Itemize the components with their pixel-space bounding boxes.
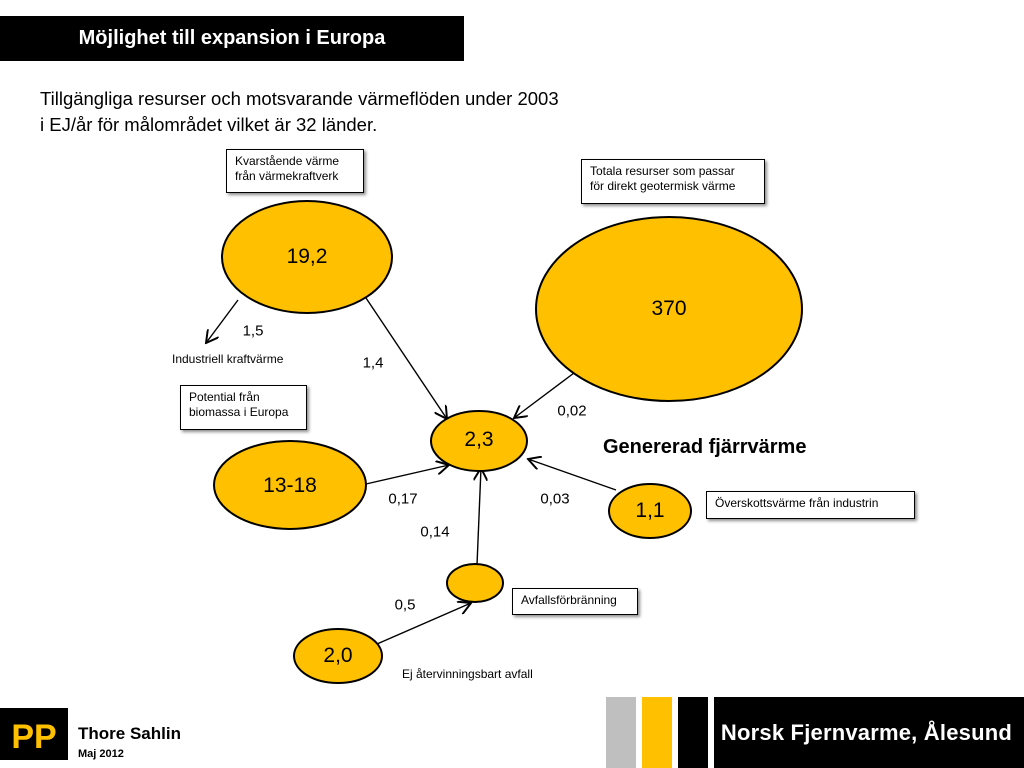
box-biomass-description: Potential från biomassa i Europa: [180, 385, 307, 430]
presentation-date: Maj 2012: [78, 748, 124, 760]
slide-subtitle: Tillgängliga resurser och motsvarande vä…: [40, 86, 660, 138]
node-chp-value: 19,2: [286, 245, 328, 268]
box-chp-line-1: Kvarstående värme: [235, 154, 340, 168]
subtitle-line-2: i EJ/år för målområdet vilket är 32 länd…: [40, 114, 378, 135]
node-nonrecyclable-value: 2,0: [323, 644, 353, 667]
node-biomass: [213, 440, 367, 530]
node-biomass-value: 13-18: [263, 474, 317, 497]
logo-mark: PP: [11, 718, 56, 756]
label-non-recyclable: Ej återvinningsbart avfall: [402, 667, 533, 681]
box-industry-description: Överskottsvärme från industrin: [706, 491, 915, 519]
subtitle-line-1: Tillgängliga resurser och motsvarande vä…: [40, 88, 559, 109]
arrow-waste-to-center: [477, 468, 481, 566]
node-chp: [221, 200, 393, 314]
flow-biomass-to-center: 0,17: [388, 490, 418, 508]
label-industrial-chp: Industriell kraftvärme: [172, 352, 284, 366]
footer-stripe-gray: [606, 697, 636, 768]
box-geothermal-description: Totala resurser som passar för direkt ge…: [581, 159, 765, 204]
footer-stripe-yellow: [642, 697, 672, 768]
flow-chp-to-industrial: 1,5: [242, 322, 264, 340]
arrow-geothermal-to-center: [514, 372, 575, 418]
arrow-biomass-to-center: [365, 465, 449, 485]
box-waste-description: Avfallsförbränning: [512, 588, 638, 615]
node-center-value: 2,3: [464, 428, 494, 451]
node-geothermal: [535, 216, 803, 402]
flow-chp-to-center: 1,4: [362, 354, 384, 372]
box-chp-description: Kvarstående värme från värmekraftverk: [226, 149, 364, 193]
box-industry-text: Överskottsvärme från industrin: [715, 496, 879, 510]
heading-generated-heating: Genererad fjärrvärme: [603, 436, 807, 458]
node-center: [430, 410, 528, 472]
company-logo: PP: [0, 708, 68, 760]
slide-title: Möjlighet till expansion i Europa: [0, 16, 464, 61]
node-geothermal-value: 370: [651, 297, 687, 320]
arrow-industry-to-center: [528, 459, 617, 491]
node-industry-value: 1,1: [635, 499, 665, 522]
node-nonrecyclable: [293, 628, 383, 684]
box-biomass-line-1: Potential från: [189, 390, 260, 404]
node-industry: [608, 483, 692, 539]
logo-text: PP: [11, 718, 56, 756]
flow-geothermal-to-center: 0,02: [557, 402, 587, 420]
box-chp-line-2: från värmekraftverk: [235, 169, 339, 183]
node-waste-incineration: [446, 563, 504, 603]
footer-brand: Norsk Fjernvarme, Ålesund: [714, 697, 1024, 768]
flow-waste-to-center: 0,14: [420, 523, 450, 541]
box-waste-text: Avfallsförbränning: [521, 593, 617, 607]
arrow-chp-to-center: [365, 297, 447, 419]
arrow-chp-to-industrial: [206, 299, 239, 343]
footer-stripe-black: [678, 697, 708, 768]
flow-nonrecyclable-to-waste: 0,5: [394, 596, 416, 614]
presenter-name: Thore Sahlin: [78, 724, 181, 743]
arrow-nonrecyclable-to-waste: [376, 603, 471, 645]
box-geothermal-line-1: Totala resurser som passar: [590, 164, 735, 178]
box-biomass-line-2: biomassa i Europa: [189, 405, 289, 419]
box-geothermal-line-2: för direkt geotermisk värme: [590, 179, 736, 193]
flow-industry-to-center: 0,03: [540, 490, 570, 508]
